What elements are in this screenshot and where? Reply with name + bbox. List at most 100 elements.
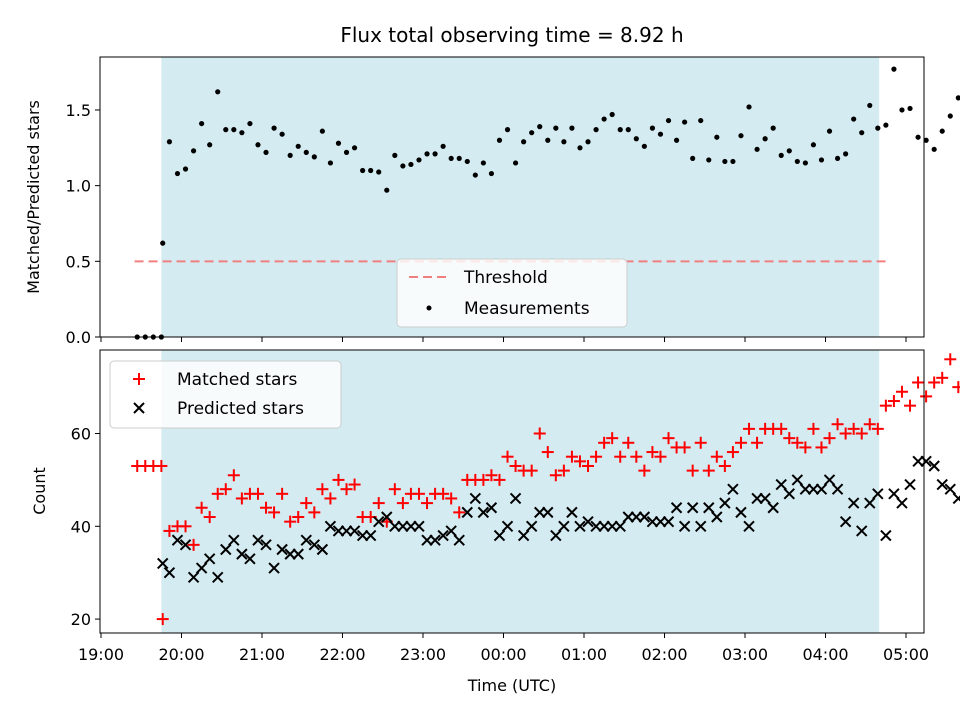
measurement-point bbox=[834, 155, 841, 162]
measurement-point bbox=[174, 170, 181, 177]
measurement-point bbox=[247, 120, 253, 127]
top-legend-box bbox=[396, 258, 628, 328]
predicted-star-point bbox=[767, 502, 779, 514]
matched-star-point bbox=[300, 497, 313, 510]
predicted-star-point bbox=[268, 562, 280, 574]
predicted-star-point bbox=[300, 534, 312, 546]
matched-star-point bbox=[734, 436, 747, 449]
legend-matched-swatch bbox=[133, 373, 145, 385]
bottom-legend-box bbox=[109, 360, 342, 429]
matched-star-point bbox=[235, 492, 248, 505]
measurement-point bbox=[818, 157, 825, 163]
predicted-star-point bbox=[437, 529, 449, 542]
predicted-star-point bbox=[888, 488, 900, 500]
matched-star-point bbox=[638, 464, 651, 477]
matched-star-point bbox=[912, 376, 925, 389]
measurement-point bbox=[577, 145, 583, 151]
predicted-star-point bbox=[381, 511, 393, 523]
bottom-y-axis-label: Count bbox=[30, 467, 49, 515]
measurement-point bbox=[810, 142, 817, 148]
measurement-point bbox=[376, 169, 382, 175]
matched-star-point bbox=[791, 436, 804, 449]
matched-star-point bbox=[573, 455, 586, 468]
matched-star-point bbox=[582, 459, 595, 472]
predicted-star-point bbox=[920, 455, 932, 468]
matched-star-point bbox=[904, 399, 917, 412]
predicted-star-point bbox=[719, 497, 731, 509]
y-tick-label: 1.0 bbox=[66, 177, 91, 196]
predicted-star-point bbox=[614, 520, 626, 533]
predicted-star-point bbox=[839, 515, 852, 528]
measurement-point bbox=[601, 116, 607, 122]
measurement-points bbox=[134, 66, 960, 340]
matched-star-point bbox=[694, 436, 707, 449]
measurement-point bbox=[400, 163, 406, 169]
predicted-star-point bbox=[936, 478, 948, 491]
predicted-star-point bbox=[517, 529, 530, 542]
matched-star-point bbox=[928, 376, 941, 389]
measurement-point bbox=[239, 130, 245, 136]
matched-star-point bbox=[847, 422, 860, 435]
predicted-star-point bbox=[469, 492, 482, 505]
measurement-point bbox=[923, 137, 929, 143]
measurement-point bbox=[867, 102, 873, 109]
matched-star-point bbox=[751, 436, 764, 449]
matched-star-point bbox=[203, 511, 216, 524]
y-tick-label: 0.5 bbox=[66, 252, 91, 271]
measurement-point bbox=[223, 127, 229, 133]
measurement-point bbox=[432, 151, 438, 157]
predicted-star-point bbox=[525, 520, 538, 533]
predicted-star-point bbox=[276, 543, 288, 556]
x-tick-label: 20:00 bbox=[158, 645, 204, 664]
measurement-point bbox=[255, 142, 261, 148]
measurement-point bbox=[384, 187, 390, 193]
predicted-star-point bbox=[566, 506, 578, 519]
legend-predicted-label: Predicted stars bbox=[177, 399, 304, 419]
matched-star-point bbox=[412, 487, 425, 500]
measurement-point bbox=[408, 161, 414, 168]
x-tick-label: 22:00 bbox=[319, 645, 365, 664]
measurement-point bbox=[287, 152, 293, 158]
predicted-star-point bbox=[711, 511, 723, 523]
predicted-star-point bbox=[823, 474, 836, 486]
measurement-point bbox=[802, 160, 808, 166]
matched-star-point bbox=[598, 436, 611, 449]
matched-star-point bbox=[437, 487, 450, 500]
predicted-star-point bbox=[735, 506, 747, 519]
predicted-star-point bbox=[324, 520, 337, 533]
predicted-star-point bbox=[429, 534, 441, 546]
measurement-point bbox=[665, 117, 672, 124]
measurement-point bbox=[722, 158, 728, 165]
measurement-point bbox=[947, 113, 953, 119]
measurement-point bbox=[263, 149, 269, 155]
matched-star-point bbox=[775, 422, 788, 435]
predicted-star-point bbox=[163, 566, 176, 579]
measurement-point bbox=[303, 149, 309, 155]
measurement-point bbox=[738, 133, 744, 139]
matched-star-point bbox=[557, 464, 570, 477]
predicted-star-point bbox=[582, 515, 594, 528]
measurement-point bbox=[496, 137, 503, 143]
matched-star-point bbox=[614, 450, 627, 463]
predicted-star-point bbox=[864, 497, 876, 509]
matched-star-point bbox=[284, 515, 297, 528]
measurement-point bbox=[199, 120, 205, 127]
matched-star-point bbox=[324, 492, 337, 505]
predicted-star-point bbox=[316, 543, 329, 556]
predicted-stars-points bbox=[157, 455, 960, 584]
top-title: Flux total observing time = 8.92 h bbox=[340, 23, 683, 47]
predicted-star-point bbox=[477, 506, 490, 519]
measurement-point bbox=[657, 131, 664, 137]
matched-star-point bbox=[421, 497, 434, 510]
matched-star-point bbox=[799, 441, 812, 454]
measurement-point bbox=[673, 137, 680, 143]
predicted-star-point bbox=[220, 543, 232, 556]
measurement-point bbox=[351, 145, 358, 151]
measurement-point bbox=[537, 124, 543, 130]
measurement-point bbox=[464, 158, 470, 165]
measurement-point bbox=[891, 66, 897, 72]
matched-star-point bbox=[726, 446, 739, 459]
matched-star-point bbox=[485, 469, 498, 482]
matched-star-point bbox=[156, 613, 169, 626]
